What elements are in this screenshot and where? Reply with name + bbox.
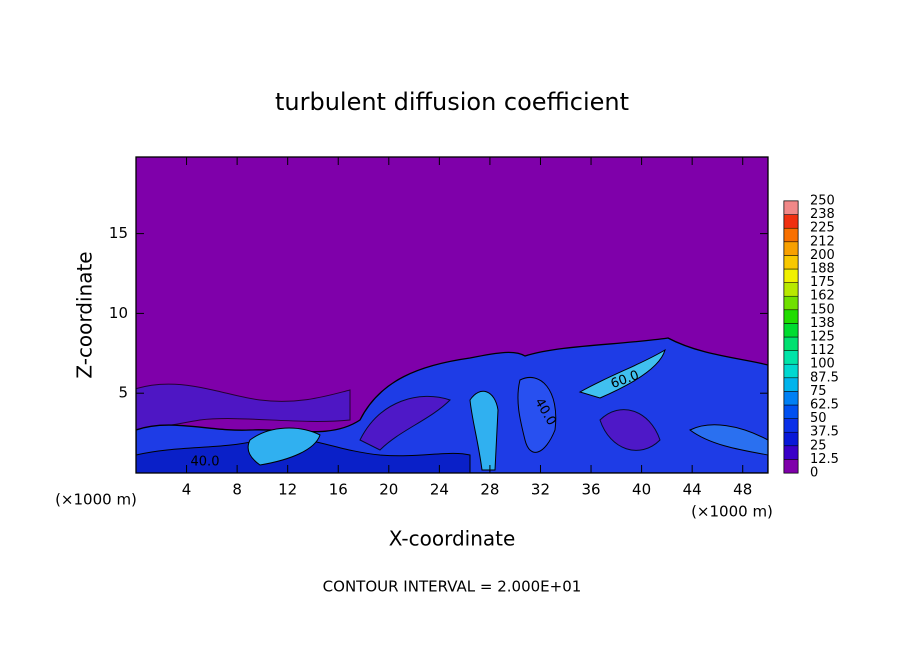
colorbar-label: 25 [810,438,827,453]
colorbar-label: 162 [810,289,835,304]
colorbar-label: 238 [810,207,835,222]
x-unit-label: (×1000 m) [691,503,773,521]
colorbar-band [783,459,799,474]
x-tick-label: 44 [683,481,702,499]
colorbar-label: 200 [810,248,835,263]
colorbar-band [783,268,799,283]
x-tick-label: 40 [632,481,651,499]
x-unit-label: (×1000 m) [55,491,137,509]
colorbar-label: 75 [810,384,827,399]
x-tick-label: 16 [329,481,348,499]
colorbar-band [783,241,799,256]
field-layer [136,383,351,430]
colorbar-band [783,404,799,419]
x-tick-label: 48 [733,481,752,499]
colorbar-band [783,391,799,406]
colorbar-band [783,431,799,447]
colorbar-label: 150 [810,302,835,317]
colorbar-label: 12.5 [810,452,839,467]
x-tick-label: 32 [531,481,550,499]
colorbar-label: 50 [810,411,827,426]
colorbar-label: 138 [810,316,835,331]
footer-note: CONTOUR INTERVAL = 2.000E+01 [323,578,582,596]
colorbar-label: 62.5 [810,398,839,413]
colorbar-label: 0 [810,466,818,481]
colorbar-band [783,214,799,229]
x-tick-label: 28 [480,481,499,499]
x-tick-label: 24 [430,481,449,499]
colorbar-label: 87.5 [810,370,839,385]
colorbar-label: 125 [810,330,835,345]
colorbar-label: 188 [810,262,835,277]
x-tick-label: 8 [232,481,242,499]
colorbar-label: 37.5 [810,425,839,440]
colorbar-band [783,200,799,215]
field-patch [517,377,557,453]
x-tick-label: 12 [278,481,297,499]
colorbar-label: 175 [810,275,835,290]
colorbar-label: 100 [810,357,835,372]
colorbar-band [783,377,799,392]
field-patch [689,424,768,456]
y-tick-label: 10 [109,304,128,322]
colorbar-band [783,445,799,460]
colorbar-label: 250 [810,194,835,209]
y-tick-label: 15 [109,224,128,242]
colorbar-band [783,363,799,379]
colorbar-band [783,323,799,338]
field [136,337,768,473]
field-patch [247,427,321,466]
colorbar-band [783,336,799,351]
chart-title: turbulent diffusion coefficient [275,88,629,116]
contour-label: 40.0 [191,455,220,470]
x-tick-label: 4 [182,481,192,499]
colorbar-band [783,309,799,324]
x-tick-label: 36 [581,481,600,499]
colorbar-band [783,227,799,243]
colorbar-band [783,282,799,297]
field-patch [359,395,451,451]
colorbar-label: 225 [810,221,835,236]
y-tick-label: 5 [118,384,128,402]
colorbar-band [783,350,799,365]
field-layer [136,436,471,473]
colorbar-band [783,255,799,270]
colorbar-band [783,418,799,433]
x-axis-label: X-coordinate [389,527,516,551]
colorbar-label: 112 [810,343,835,358]
field-patch [599,409,661,451]
colorbar-band [783,295,799,311]
field-patch [578,348,666,399]
colorbar-label: 212 [810,234,835,249]
y-axis-label: Z-coordinate [73,251,97,378]
plot-frame [135,156,769,474]
field-patch [469,390,499,471]
x-tick-label: 20 [379,481,398,499]
